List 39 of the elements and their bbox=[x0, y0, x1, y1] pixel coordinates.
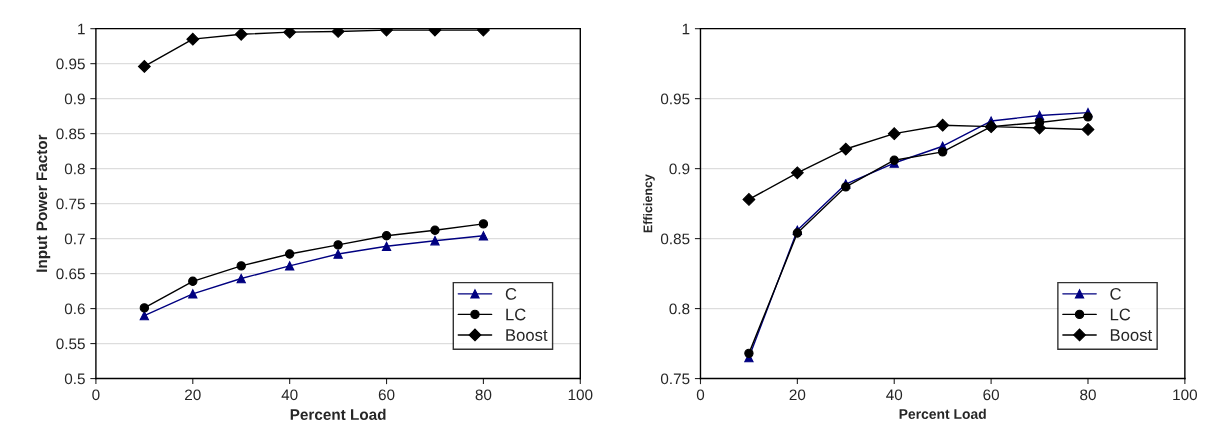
x-tick-label: 40 bbox=[886, 389, 903, 401]
legend-label: C bbox=[505, 288, 517, 300]
x-tick-label: 20 bbox=[185, 389, 201, 401]
x-tick-label: 60 bbox=[378, 389, 395, 401]
y-tick-label: 0.6 bbox=[64, 303, 85, 315]
y-tick-label: 0.65 bbox=[56, 268, 85, 280]
x-tick-label: 100 bbox=[568, 389, 593, 401]
y-tick-label: 1 bbox=[682, 23, 690, 35]
y-tick-label: 0.9 bbox=[669, 163, 690, 175]
y-tick-label: 0.95 bbox=[660, 93, 690, 105]
x-tick-label: 60 bbox=[983, 389, 1000, 401]
y-tick-label: 0.75 bbox=[660, 373, 690, 385]
y-tick-label: 0.75 bbox=[56, 198, 85, 210]
y-tick-label: 0.9 bbox=[64, 93, 85, 105]
y-tick-label: 0.85 bbox=[660, 233, 690, 245]
x-axis-title: Percent Load bbox=[290, 408, 386, 420]
y-tick-label: 0.95 bbox=[56, 58, 85, 70]
y-tick-label: 0.8 bbox=[64, 163, 85, 175]
y-tick-label: 0.5 bbox=[64, 373, 85, 385]
legend-label: LC bbox=[1110, 308, 1131, 321]
x-tick-label: 80 bbox=[1080, 389, 1096, 401]
legend-label: Boost bbox=[506, 329, 548, 341]
y-tick-label: 0.8 bbox=[669, 303, 690, 315]
y-axis-title: Efficiency bbox=[643, 174, 655, 233]
y-tick-label: 0.7 bbox=[64, 233, 85, 245]
legend-label: Boost bbox=[1110, 329, 1153, 341]
x-tick-label: 40 bbox=[281, 389, 298, 401]
x-tick-label: 0 bbox=[696, 389, 705, 401]
x-tick-label: 80 bbox=[475, 389, 492, 401]
legend-label: LC bbox=[506, 308, 526, 321]
y-tick-label: 0.55 bbox=[56, 338, 85, 350]
x-tick-label: 20 bbox=[789, 389, 806, 401]
y-axis-title: Input Power Factor bbox=[36, 134, 51, 272]
legend-label: C bbox=[1110, 288, 1121, 300]
x-tick-label: 100 bbox=[1173, 389, 1198, 401]
x-axis-title: Percent Load bbox=[899, 408, 986, 419]
y-tick-label: 1 bbox=[78, 23, 85, 35]
y-tick-label: 0.85 bbox=[56, 128, 85, 140]
x-tick-label: 0 bbox=[92, 389, 100, 401]
